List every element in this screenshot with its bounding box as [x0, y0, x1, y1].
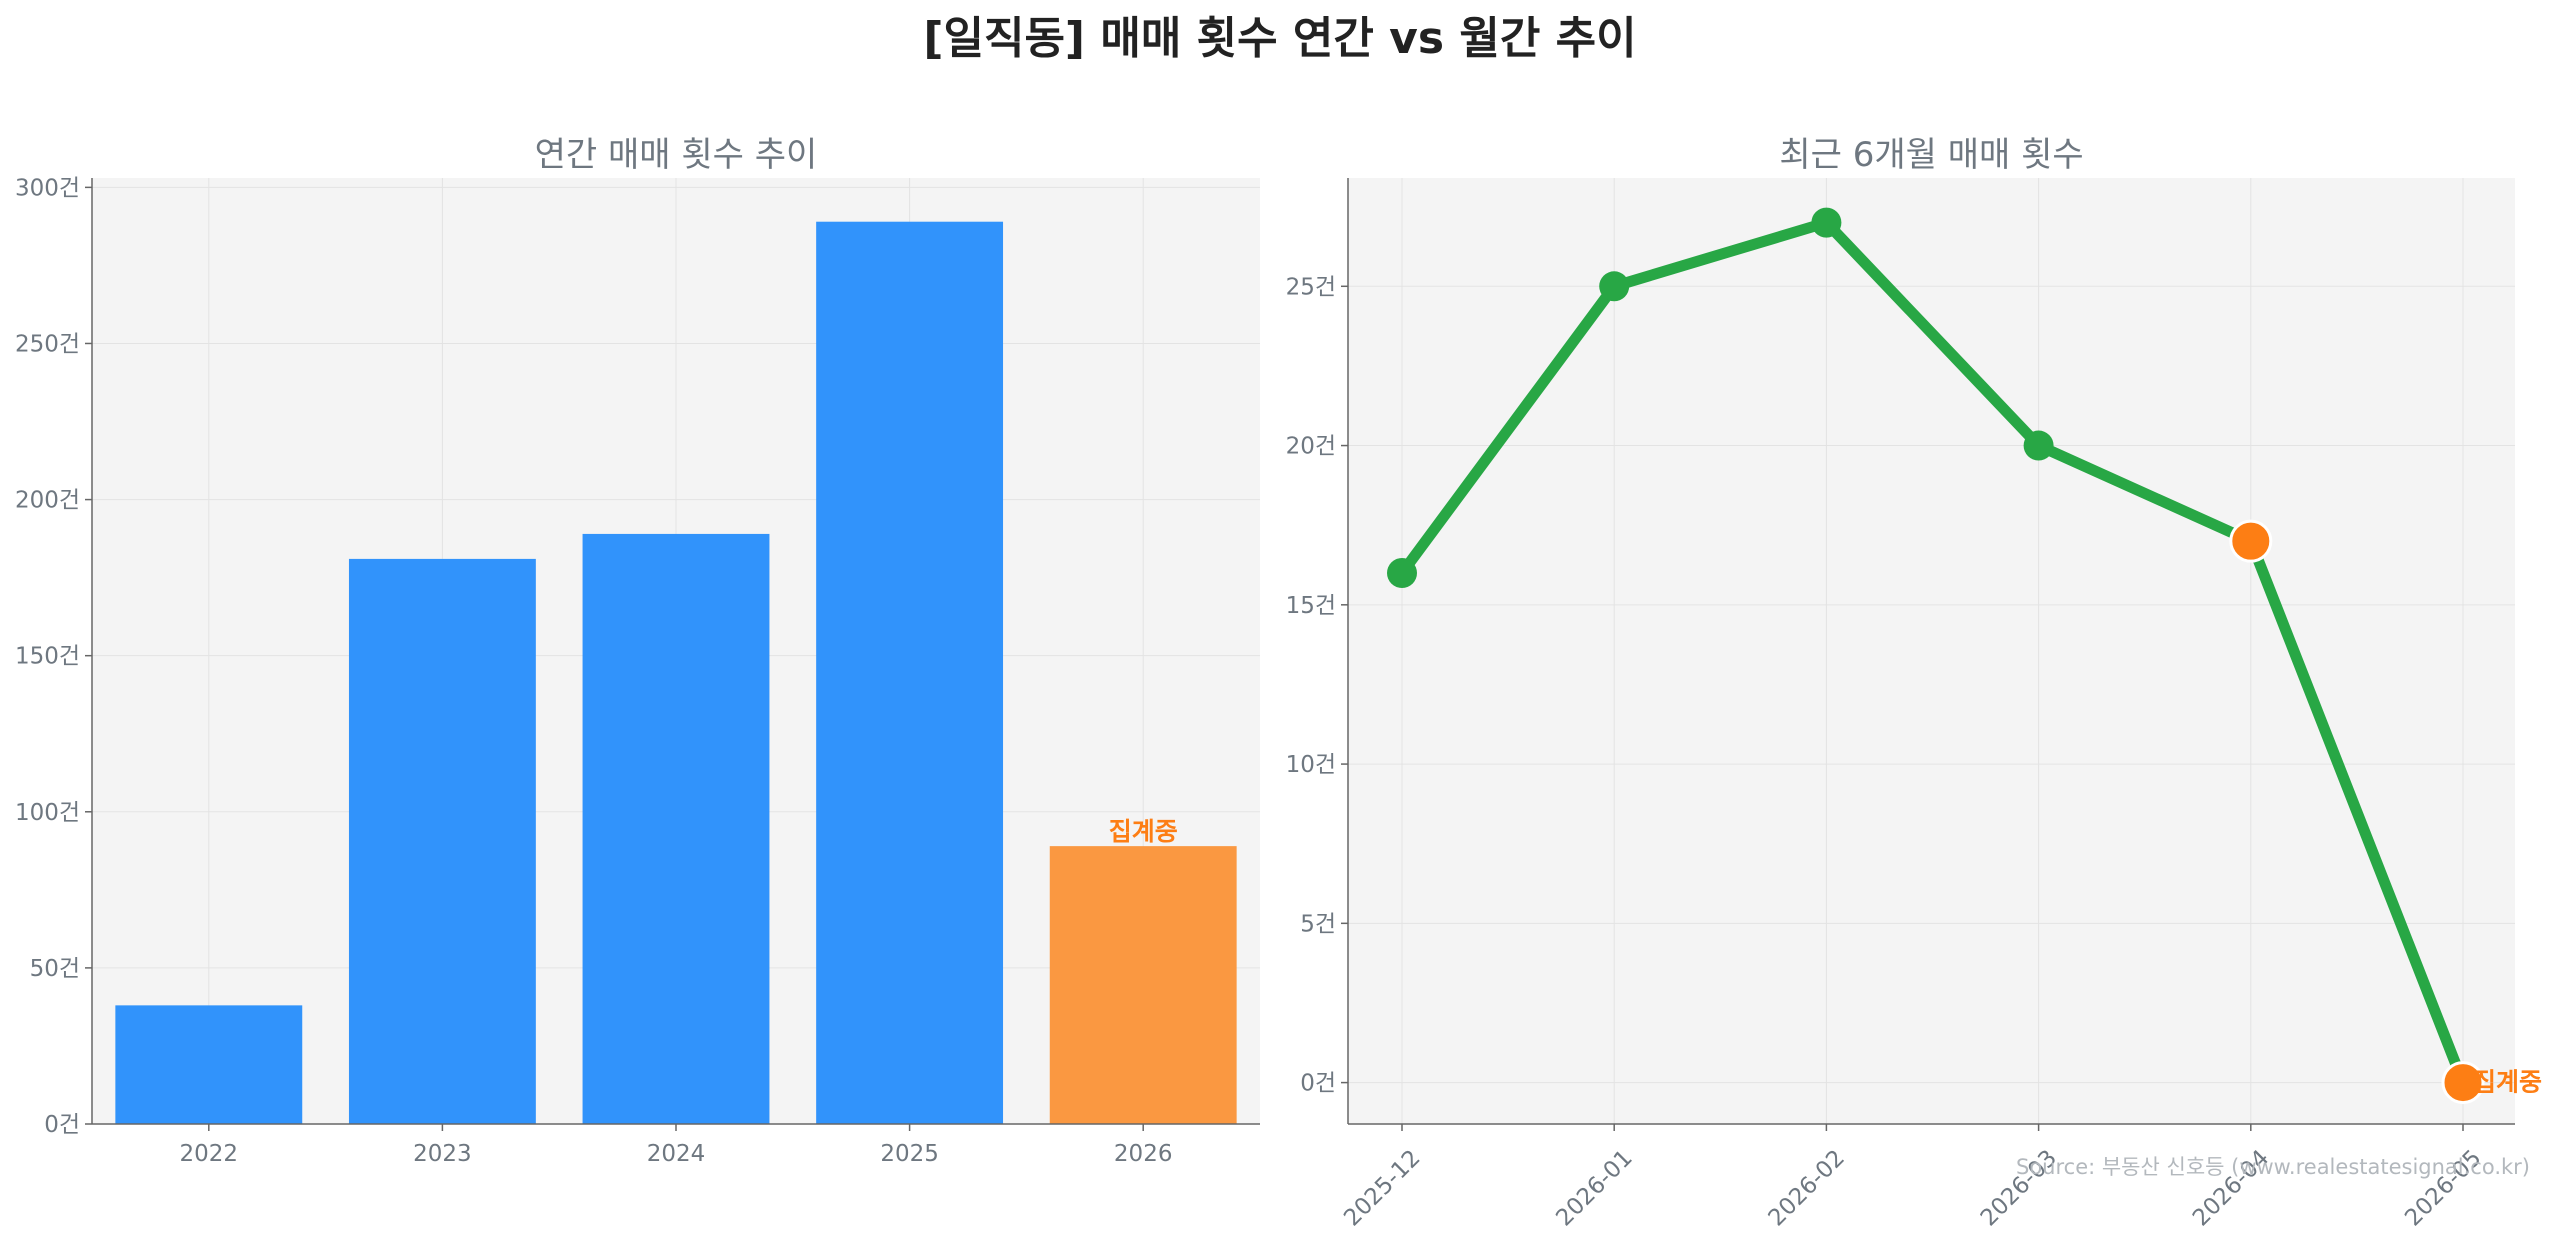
bar-y-tick-label: 250건 [15, 331, 80, 357]
line-point-2026-05 [2441, 1061, 2485, 1105]
bar-2025 [816, 221, 1004, 1124]
line-plot-area [1348, 178, 2515, 1124]
bar-y-tick-label: 150건 [15, 644, 80, 670]
bar-y-tick-label: 200건 [15, 488, 80, 514]
line-point-2026-02 [1811, 207, 1842, 238]
bar-x-tick-label: 2025 [880, 1141, 939, 1167]
bar-x-tick-label: 2024 [647, 1141, 706, 1167]
line-x-tick-label: 2025-12 [1339, 1145, 1425, 1231]
bar-y-tick-label: 100건 [15, 800, 80, 826]
line-x-tick-label: 2026-02 [1764, 1145, 1850, 1231]
bar-x-tick-label: 2026 [1114, 1141, 1173, 1167]
line-series [1396, 217, 2469, 1089]
line-x-tick-label: 2026-01 [1551, 1145, 1637, 1231]
line-y-tick-label: 0건 [1300, 1071, 1336, 1097]
bar-2024 [582, 533, 770, 1124]
bar-2023 [348, 558, 536, 1124]
bar-x-tick-label: 2022 [180, 1141, 239, 1167]
line-y-tick-label: 25건 [1286, 274, 1336, 300]
bar-y-tick-label: 300건 [15, 175, 80, 201]
line-point-2026-03 [2023, 430, 2054, 461]
line-y-tick-label: 20건 [1286, 434, 1336, 460]
bar-2022 [115, 1005, 303, 1124]
bar-2026 [1049, 846, 1237, 1124]
line-y-tick-label: 5건 [1300, 911, 1336, 937]
line-annotation: 집계중 [2473, 1068, 2542, 1097]
line-point-2026-01 [1599, 271, 1630, 302]
line-y-tick-label: 10건 [1286, 752, 1336, 778]
bar-chart-annual: 0건 50건 100건 150건 200건 250건 300건 2022 2023 2024 202… [15, 135, 1260, 1167]
line-chart-title: 최근 6개월 매매 횟수 [1779, 135, 2083, 175]
line-y-tick-label: 15건 [1286, 593, 1336, 619]
line-point-2025-12 [1387, 557, 1417, 588]
source-note: Source: 부동산 신호등 (www.realestatesignal.co… [2016, 1155, 2530, 1179]
bar-annotation: 집계중 [1109, 817, 1178, 846]
bar-x-tick-label: 2023 [413, 1141, 472, 1167]
page-title: [일직동] 매매 횟수 연간 vs 월간 추이 [923, 13, 1637, 64]
line-point-2026-04 [2229, 519, 2273, 563]
bar-chart-title: 연간 매매 횟수 추이 [535, 135, 818, 175]
bar-y-tick-label: 50건 [30, 956, 80, 982]
bar-y-tick-label: 0건 [44, 1112, 80, 1138]
